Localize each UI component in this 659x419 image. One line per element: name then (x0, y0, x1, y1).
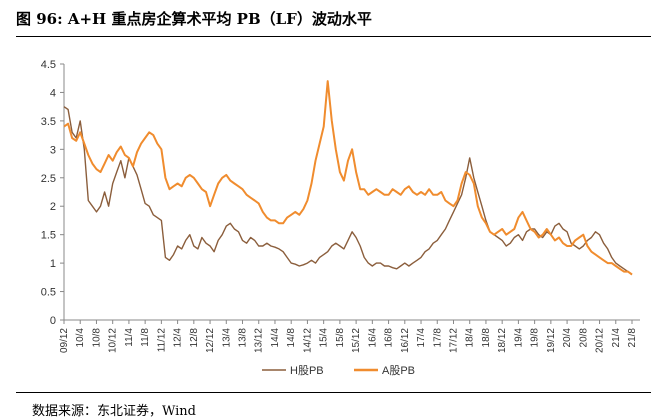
series-line-a-share (63, 80, 633, 276)
x-tick-label: 18/12 (497, 328, 508, 353)
x-tick-label: 19/12 (546, 328, 557, 353)
y-tick-label: 4 (50, 87, 56, 99)
title-rule (16, 36, 651, 37)
y-tick-label: 2 (50, 201, 56, 213)
x-tick-label: 15/8 (335, 328, 346, 348)
x-tick-label: 14/8 (286, 328, 297, 348)
x-tick-label: 19/4 (513, 328, 524, 348)
source-note: 数据来源：东北证券，Wind (32, 404, 196, 419)
chart-legend: H股PB A股PB (262, 364, 415, 377)
x-tick-label: 11/12 (156, 328, 167, 353)
x-tick-label: 19/8 (530, 328, 541, 348)
x-tick-label: 16/4 (367, 328, 378, 348)
x-tick-label: 18/4 (465, 328, 476, 348)
chart-axes: 0 0.5 1 1.5 2 2.5 3 3.5 4 4.5 09/12 10/4 10/8 10/12 11… (41, 59, 640, 353)
x-tick-label: 17/8 (432, 328, 443, 348)
x-tick-label: 14/4 (270, 328, 281, 348)
y-tick-label: 2.5 (41, 173, 56, 185)
y-tick-label: 4.5 (41, 59, 56, 71)
x-tick-label: 13/8 (238, 328, 249, 348)
chart-series (63, 80, 633, 276)
x-tick-label: 13/4 (221, 328, 232, 348)
x-tick-label: 20/12 (595, 328, 606, 353)
y-tick-label: 1.5 (41, 230, 56, 242)
x-tick-label: 12/8 (189, 328, 200, 348)
x-tick-label: 15/12 (351, 328, 362, 353)
x-tick-label: 20/8 (578, 328, 589, 348)
legend-label-a-share: A股PB (382, 364, 415, 377)
source-rule (16, 392, 651, 393)
x-tick-label: 11/4 (124, 328, 135, 347)
x-tick-label: 10/4 (75, 328, 86, 348)
series-line-h-share (63, 106, 633, 276)
x-tick-label: 10/12 (108, 328, 119, 353)
y-tick-label: 3.5 (41, 116, 56, 128)
x-tick-label: 15/4 (319, 328, 330, 348)
x-tick-label: 12/4 (173, 328, 184, 348)
y-tick-label: 3 (50, 144, 56, 156)
x-tick-label: 17/4 (416, 328, 427, 348)
chart-title: 图 96: A+H 重点房企算术平均 PB（LF）波动水平 (16, 10, 372, 28)
x-tick-label: 12/12 (205, 328, 216, 353)
line-chart: 0 0.5 1 1.5 2 2.5 3 3.5 4 4.5 09/12 10/4 10/8 10/12 11… (41, 59, 640, 377)
legend-label-h-share: H股PB (290, 364, 324, 377)
x-tick-label: 16/8 (384, 328, 395, 348)
x-tick-label: 13/12 (254, 328, 265, 353)
x-tick-label: 09/12 (59, 328, 70, 353)
x-tick-label: 14/12 (302, 328, 313, 353)
x-tick-label: 18/8 (481, 328, 492, 348)
x-tick-label: 17/12 (448, 328, 459, 353)
x-tick-label: 10/8 (91, 328, 102, 348)
x-tick-label: 21/8 (627, 328, 638, 348)
x-tick-label: 11/8 (140, 328, 151, 347)
x-tick-label: 16/12 (400, 328, 411, 353)
x-tick-label: 21/4 (611, 328, 622, 348)
y-tick-label: 1 (50, 258, 56, 270)
x-tick-label: 20/4 (562, 328, 573, 348)
y-tick-label: 0.5 (41, 287, 56, 299)
y-tick-label: 0 (50, 315, 56, 327)
